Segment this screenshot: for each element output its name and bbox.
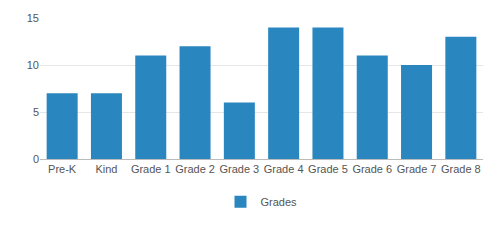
svg-text:Grade 2: Grade 2 [175, 163, 215, 175]
svg-text:5: 5 [33, 106, 39, 118]
svg-text:Grades: Grades [261, 196, 298, 208]
svg-text:Grade 6: Grade 6 [352, 163, 392, 175]
svg-text:0: 0 [33, 153, 39, 165]
svg-text:Pre-K: Pre-K [48, 163, 77, 175]
svg-text:Grade 1: Grade 1 [131, 163, 171, 175]
svg-text:Kind: Kind [95, 163, 117, 175]
svg-text:Grade 8: Grade 8 [441, 163, 481, 175]
svg-text:Grade 7: Grade 7 [397, 163, 437, 175]
svg-text:Grade 3: Grade 3 [219, 163, 259, 175]
svg-text:10: 10 [27, 59, 39, 71]
svg-text:15: 15 [27, 12, 39, 24]
svg-text:Grade 5: Grade 5 [308, 163, 348, 175]
svg-text:Grade 4: Grade 4 [264, 163, 304, 175]
